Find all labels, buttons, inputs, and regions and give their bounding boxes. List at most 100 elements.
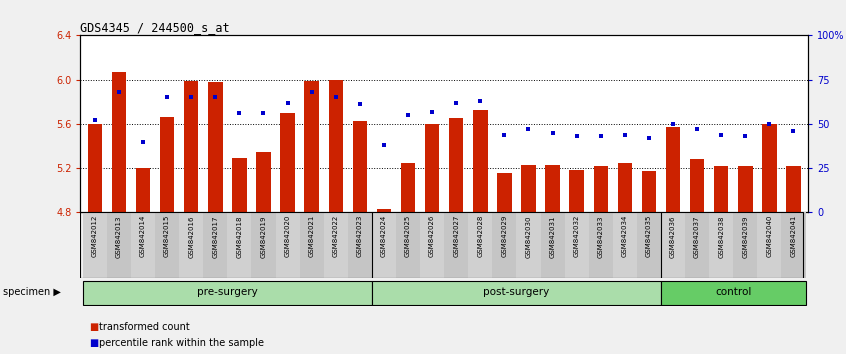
Point: [136, 139, 150, 144]
Text: GSM842038: GSM842038: [718, 215, 724, 257]
Point: [256, 110, 270, 116]
Point: [594, 133, 607, 139]
Bar: [131, 212, 155, 278]
Bar: [685, 212, 709, 278]
Bar: [637, 212, 661, 278]
Point: [184, 95, 198, 100]
Point: [208, 95, 222, 100]
Point: [642, 135, 656, 141]
Bar: [372, 212, 396, 278]
Text: GDS4345 / 244500_s_at: GDS4345 / 244500_s_at: [80, 21, 230, 34]
Bar: [184, 81, 199, 212]
Point: [305, 89, 318, 95]
Text: GSM842035: GSM842035: [646, 215, 652, 257]
Bar: [425, 124, 439, 212]
Text: GSM842037: GSM842037: [694, 215, 700, 257]
Bar: [348, 212, 372, 278]
Point: [522, 126, 536, 132]
Text: GSM842019: GSM842019: [261, 215, 266, 257]
Bar: [203, 212, 228, 278]
Text: GSM842016: GSM842016: [188, 215, 195, 257]
Bar: [541, 212, 564, 278]
Text: GSM842020: GSM842020: [284, 215, 290, 257]
Point: [570, 133, 584, 139]
Bar: [444, 212, 468, 278]
Text: ■: ■: [89, 338, 98, 348]
Text: GSM842026: GSM842026: [429, 215, 435, 257]
Bar: [353, 121, 367, 212]
Bar: [497, 172, 512, 212]
Bar: [689, 159, 705, 212]
Text: GSM842028: GSM842028: [477, 215, 483, 257]
Text: GSM842029: GSM842029: [502, 215, 508, 257]
Bar: [468, 212, 492, 278]
Text: GSM842022: GSM842022: [332, 215, 338, 257]
Text: GSM842025: GSM842025: [405, 215, 411, 257]
Bar: [328, 80, 343, 212]
Bar: [786, 166, 800, 212]
Text: control: control: [715, 287, 751, 297]
Point: [353, 102, 366, 107]
Text: GSM842023: GSM842023: [357, 215, 363, 257]
Bar: [396, 212, 420, 278]
Bar: [280, 113, 294, 212]
Point: [449, 100, 463, 105]
Bar: [372, 281, 661, 305]
Bar: [232, 158, 246, 212]
Bar: [709, 212, 733, 278]
Bar: [160, 117, 174, 212]
Point: [667, 121, 680, 127]
Bar: [401, 162, 415, 212]
Point: [426, 109, 439, 114]
Bar: [299, 212, 324, 278]
Bar: [83, 212, 107, 278]
Bar: [714, 166, 728, 212]
Bar: [546, 165, 560, 212]
Point: [377, 142, 391, 148]
Text: GSM842031: GSM842031: [550, 215, 556, 257]
Bar: [135, 168, 151, 212]
Bar: [179, 212, 203, 278]
Point: [113, 89, 126, 95]
Bar: [762, 124, 777, 212]
Text: post-surgery: post-surgery: [483, 287, 550, 297]
Text: GSM842036: GSM842036: [670, 215, 676, 257]
Text: ■: ■: [89, 322, 98, 332]
Bar: [276, 212, 299, 278]
Text: GSM842015: GSM842015: [164, 215, 170, 257]
Bar: [112, 72, 126, 212]
Point: [762, 121, 776, 127]
Bar: [521, 165, 536, 212]
Text: GSM842034: GSM842034: [622, 215, 628, 257]
Text: GSM842039: GSM842039: [742, 215, 749, 257]
Point: [497, 132, 511, 137]
Text: GSM842033: GSM842033: [598, 215, 604, 257]
Text: GSM842017: GSM842017: [212, 215, 218, 257]
Bar: [208, 82, 222, 212]
Text: GSM842018: GSM842018: [236, 215, 242, 257]
Point: [233, 110, 246, 116]
Bar: [569, 170, 584, 212]
Bar: [564, 212, 589, 278]
Point: [618, 132, 632, 137]
Bar: [83, 281, 372, 305]
Bar: [594, 166, 608, 212]
Bar: [589, 212, 613, 278]
Bar: [155, 212, 179, 278]
Text: GSM842024: GSM842024: [381, 215, 387, 257]
Text: percentile rank within the sample: percentile rank within the sample: [99, 338, 264, 348]
Bar: [324, 212, 348, 278]
Bar: [449, 118, 464, 212]
Text: GSM842021: GSM842021: [309, 215, 315, 257]
Text: GSM842012: GSM842012: [92, 215, 98, 257]
Bar: [666, 127, 680, 212]
Text: GSM842041: GSM842041: [790, 215, 796, 257]
Point: [787, 128, 800, 134]
Bar: [516, 212, 541, 278]
Bar: [738, 166, 753, 212]
Bar: [642, 171, 656, 212]
Text: specimen ▶: specimen ▶: [3, 287, 60, 297]
Point: [401, 112, 415, 118]
Bar: [376, 209, 391, 212]
Text: GSM842027: GSM842027: [453, 215, 459, 257]
